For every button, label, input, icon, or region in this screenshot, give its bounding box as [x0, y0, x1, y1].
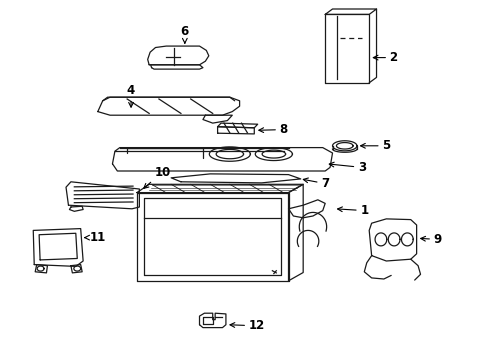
Text: 10: 10	[143, 166, 170, 188]
Text: 1: 1	[337, 204, 367, 217]
Text: 4: 4	[127, 84, 135, 107]
Text: 7: 7	[303, 177, 328, 190]
Text: 6: 6	[181, 25, 188, 43]
Text: 9: 9	[420, 233, 441, 246]
Text: 3: 3	[328, 161, 365, 174]
Text: 2: 2	[372, 51, 397, 64]
Text: 12: 12	[229, 319, 264, 332]
Text: 8: 8	[258, 123, 287, 136]
Text: 5: 5	[360, 139, 389, 152]
Text: 11: 11	[84, 231, 106, 244]
